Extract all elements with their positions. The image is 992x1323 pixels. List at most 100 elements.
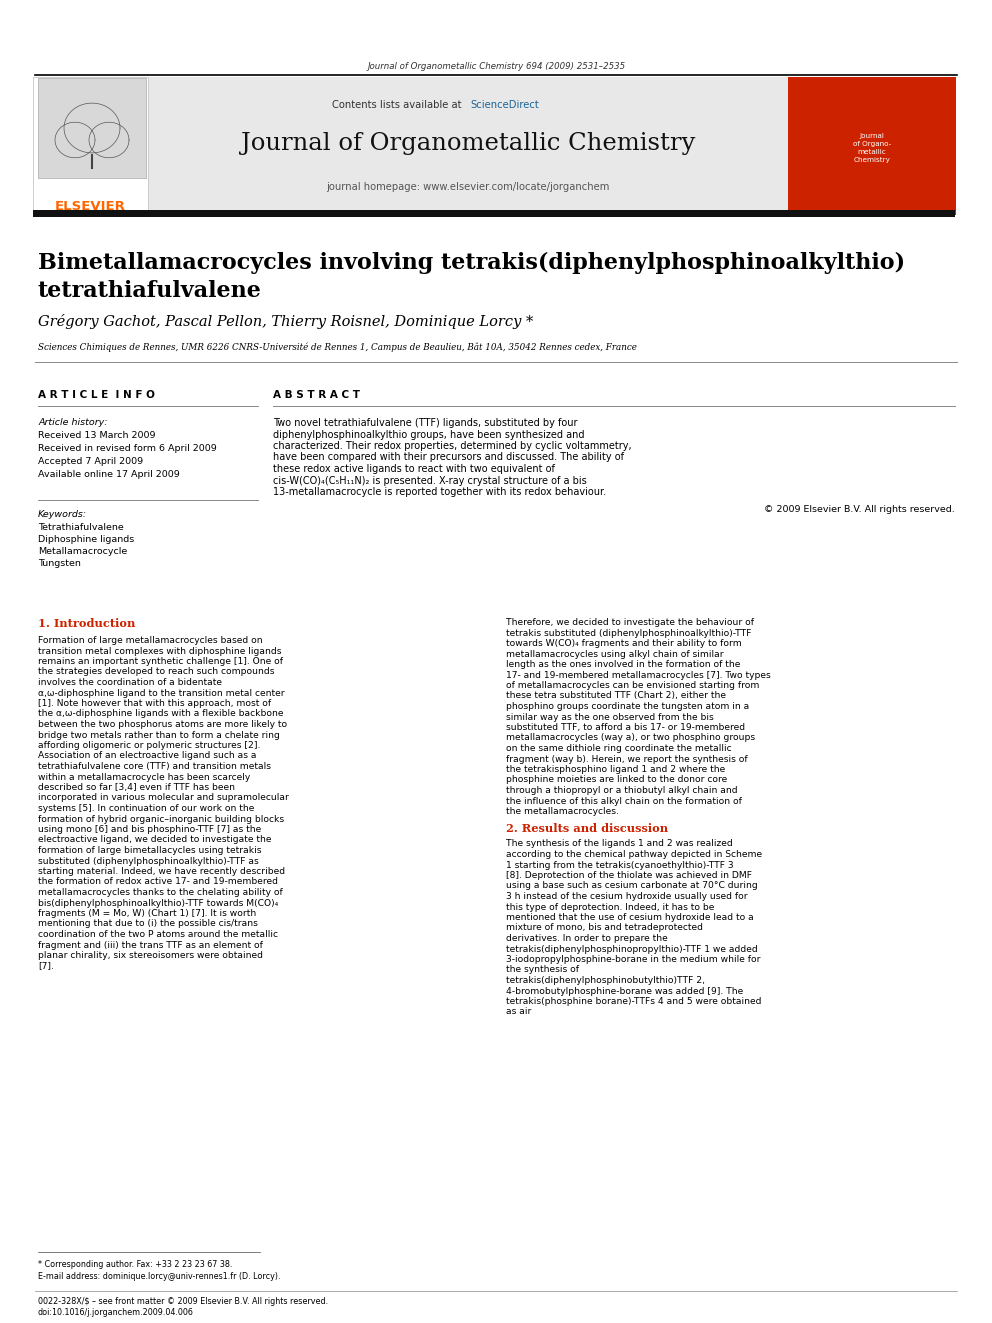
Text: fragments (M = Mo, W) (Chart 1) [7]. It is worth: fragments (M = Mo, W) (Chart 1) [7]. It … (38, 909, 256, 918)
Text: tetrakis(diphenylphosphinobutylthio)TTF 2,: tetrakis(diphenylphosphinobutylthio)TTF … (506, 976, 705, 986)
Text: 0022-328X/$ – see front matter © 2009 Elsevier B.V. All rights reserved.: 0022-328X/$ – see front matter © 2009 El… (38, 1297, 328, 1306)
Text: using a base such as cesium carbonate at 70°C during: using a base such as cesium carbonate at… (506, 881, 758, 890)
Text: planar chirality, six stereoisomers were obtained: planar chirality, six stereoisomers were… (38, 951, 263, 960)
Text: tetrakis(phosphine borane)-TTFs 4 and 5 were obtained: tetrakis(phosphine borane)-TTFs 4 and 5 … (506, 998, 762, 1005)
Text: ELSEVIER: ELSEVIER (55, 200, 125, 213)
Text: this type of deprotection. Indeed, it has to be: this type of deprotection. Indeed, it ha… (506, 902, 714, 912)
Text: according to the chemical pathway depicted in Scheme: according to the chemical pathway depict… (506, 849, 762, 859)
Text: 3-iodopropylphosphine-borane in the medium while for: 3-iodopropylphosphine-borane in the medi… (506, 955, 761, 964)
Text: substituted TTF, to afford a bis 17- or 19-membered: substituted TTF, to afford a bis 17- or … (506, 722, 745, 732)
Text: doi:10.1016/j.jorganchem.2009.04.006: doi:10.1016/j.jorganchem.2009.04.006 (38, 1308, 193, 1316)
Text: Article history:: Article history: (38, 418, 107, 427)
Text: journal homepage: www.elsevier.com/locate/jorganchem: journal homepage: www.elsevier.com/locat… (326, 183, 610, 192)
Text: phosphino groups coordinate the tungsten atom in a: phosphino groups coordinate the tungsten… (506, 703, 749, 710)
Text: Journal
of Organo-
metallic
Chemistry: Journal of Organo- metallic Chemistry (853, 134, 891, 163)
Text: the tetrakisphosphino ligand 1 and 2 where the: the tetrakisphosphino ligand 1 and 2 whe… (506, 765, 725, 774)
Text: Bimetallamacrocycles involving tetrakis(diphenylphosphinoalkylthio): Bimetallamacrocycles involving tetrakis(… (38, 251, 905, 274)
Text: metallamacrocycles thanks to the chelating ability of: metallamacrocycles thanks to the chelati… (38, 888, 283, 897)
Text: electroactive ligand, we decided to investigate the: electroactive ligand, we decided to inve… (38, 836, 272, 844)
Text: similar way as the one observed from the bis: similar way as the one observed from the… (506, 713, 714, 721)
Text: mentioned that the use of cesium hydroxide lead to a: mentioned that the use of cesium hydroxi… (506, 913, 754, 922)
Text: starting material. Indeed, we have recently described: starting material. Indeed, we have recen… (38, 867, 285, 876)
Bar (148, 77, 788, 216)
Text: the strategies developed to reach such compounds: the strategies developed to reach such c… (38, 668, 275, 676)
Text: Tetrathiafulvalene: Tetrathiafulvalene (38, 523, 124, 532)
Text: 1 starting from the tetrakis(cyanoethylthio)-TTF 3: 1 starting from the tetrakis(cyanoethylt… (506, 860, 734, 869)
Text: systems [5]. In continuation of our work on the: systems [5]. In continuation of our work… (38, 804, 254, 814)
Text: characterized. Their redox properties, determined by cyclic voltammetry,: characterized. Their redox properties, d… (273, 441, 632, 451)
Text: affording oligomeric or polymeric structures [2].: affording oligomeric or polymeric struct… (38, 741, 260, 750)
Text: fragment and (iii) the trans TTF as an element of: fragment and (iii) the trans TTF as an e… (38, 941, 263, 950)
Text: Formation of large metallamacrocycles based on: Formation of large metallamacrocycles ba… (38, 636, 263, 646)
Text: The synthesis of the ligands 1 and 2 was realized: The synthesis of the ligands 1 and 2 was… (506, 840, 733, 848)
Text: derivatives. In order to prepare the: derivatives. In order to prepare the (506, 934, 668, 943)
Text: tetrakis substituted (diphenylphosphinoalkylthio)-TTF: tetrakis substituted (diphenylphosphinoa… (506, 628, 752, 638)
Text: Received in revised form 6 April 2009: Received in revised form 6 April 2009 (38, 445, 216, 452)
Text: mixture of mono, bis and tetradeprotected: mixture of mono, bis and tetradeprotecte… (506, 923, 703, 933)
Text: remains an important synthetic challenge [1]. One of: remains an important synthetic challenge… (38, 658, 283, 665)
Text: E-mail address: dominique.lorcy@univ-rennes1.fr (D. Lorcy).: E-mail address: dominique.lorcy@univ-ren… (38, 1271, 281, 1281)
Text: the metallamacrocycles.: the metallamacrocycles. (506, 807, 619, 816)
Text: 3 h instead of the cesium hydroxide usually used for: 3 h instead of the cesium hydroxide usua… (506, 892, 748, 901)
Text: Journal of Organometallic Chemistry 694 (2009) 2531–2535: Journal of Organometallic Chemistry 694 … (367, 62, 625, 71)
Text: * Corresponding author. Fax: +33 2 23 23 67 38.: * Corresponding author. Fax: +33 2 23 23… (38, 1259, 232, 1269)
Text: formation of large bimetallacycles using tetrakis: formation of large bimetallacycles using… (38, 845, 262, 855)
Text: [8]. Deprotection of the thiolate was achieved in DMF: [8]. Deprotection of the thiolate was ac… (506, 871, 752, 880)
Text: Sciences Chimiques de Rennes, UMR 6226 CNRS-Université de Rennes 1, Campus de Be: Sciences Chimiques de Rennes, UMR 6226 C… (38, 343, 637, 352)
Text: 17- and 19-membered metallamacrocycles [7]. Two types: 17- and 19-membered metallamacrocycles [… (506, 671, 771, 680)
Text: Therefore, we decided to investigate the behaviour of: Therefore, we decided to investigate the… (506, 618, 754, 627)
Text: formation of hybrid organic–inorganic building blocks: formation of hybrid organic–inorganic bu… (38, 815, 284, 823)
Text: cis-W(CO)₄(C₅H₁₁N)₂ is presented. X-ray crystal structure of a bis: cis-W(CO)₄(C₅H₁₁N)₂ is presented. X-ray … (273, 475, 586, 486)
Bar (33, 77, 148, 216)
Text: the α,ω-diphosphine ligands with a flexible backbone: the α,ω-diphosphine ligands with a flexi… (38, 709, 284, 718)
Text: coordination of the two P atoms around the metallic: coordination of the two P atoms around t… (38, 930, 278, 939)
Text: Metallamacrocycle: Metallamacrocycle (38, 546, 127, 556)
Text: [1]. Note however that with this approach, most of: [1]. Note however that with this approac… (38, 699, 271, 708)
Text: Contents lists available at: Contents lists available at (332, 101, 468, 110)
Text: towards W(CO)₄ fragments and their ability to form: towards W(CO)₄ fragments and their abili… (506, 639, 742, 648)
Text: have been compared with their precursors and discussed. The ability of: have been compared with their precursors… (273, 452, 624, 463)
Text: metallamacrocycles using alkyl chain of similar: metallamacrocycles using alkyl chain of … (506, 650, 723, 659)
Bar (33, 210, 955, 217)
Text: on the same dithiole ring coordinate the metallic: on the same dithiole ring coordinate the… (506, 744, 732, 753)
Text: phosphine moieties are linked to the donor core: phosphine moieties are linked to the don… (506, 775, 727, 785)
Text: length as the ones involved in the formation of the: length as the ones involved in the forma… (506, 660, 740, 669)
Text: the synthesis of: the synthesis of (506, 966, 579, 975)
Text: of metallamacrocycles can be envisioned starting from: of metallamacrocycles can be envisioned … (506, 681, 759, 691)
Text: A B S T R A C T: A B S T R A C T (273, 390, 360, 400)
Text: Keywords:: Keywords: (38, 509, 87, 519)
Bar (38, 78, 146, 179)
Text: tetrathiafulvalene core (TTF) and transition metals: tetrathiafulvalene core (TTF) and transi… (38, 762, 271, 771)
Text: tetrakis(diphenylphosphinopropylthio)-TTF 1 we added: tetrakis(diphenylphosphinopropylthio)-TT… (506, 945, 758, 954)
Text: Accepted 7 April 2009: Accepted 7 April 2009 (38, 456, 143, 466)
Text: transition metal complexes with diphosphine ligands: transition metal complexes with diphosph… (38, 647, 282, 655)
Text: [7].: [7]. (38, 962, 54, 971)
Text: bridge two metals rather than to form a chelate ring: bridge two metals rather than to form a … (38, 730, 280, 740)
Text: mentioning that due to (i) the possible cis/trans: mentioning that due to (i) the possible … (38, 919, 258, 929)
Text: Two novel tetrathiafulvalene (TTF) ligands, substituted by four: Two novel tetrathiafulvalene (TTF) ligan… (273, 418, 577, 429)
Text: α,ω-diphosphine ligand to the transition metal center: α,ω-diphosphine ligand to the transition… (38, 688, 285, 697)
Text: tetrathiafulvalene: tetrathiafulvalene (38, 280, 262, 302)
Bar (788, 77, 956, 216)
Text: © 2009 Elsevier B.V. All rights reserved.: © 2009 Elsevier B.V. All rights reserved… (764, 504, 955, 513)
Text: as air: as air (506, 1008, 532, 1016)
Text: described so far [3,4] even if TTF has been: described so far [3,4] even if TTF has b… (38, 783, 235, 792)
Text: Grégory Gachot, Pascal Pellon, Thierry Roisnel, Dominique Lorcy *: Grégory Gachot, Pascal Pellon, Thierry R… (38, 314, 534, 329)
Text: 4-bromobutylphosphine-borane was added [9]. The: 4-bromobutylphosphine-borane was added [… (506, 987, 743, 995)
Text: Journal of Organometallic Chemistry: Journal of Organometallic Chemistry (241, 132, 695, 155)
Text: 2. Results and discussion: 2. Results and discussion (506, 823, 669, 835)
Text: Tungsten: Tungsten (38, 560, 81, 568)
Text: Available online 17 April 2009: Available online 17 April 2009 (38, 470, 180, 479)
Text: Received 13 March 2009: Received 13 March 2009 (38, 431, 156, 441)
Text: using mono [6] and bis phosphino-TTF [7] as the: using mono [6] and bis phosphino-TTF [7]… (38, 826, 261, 833)
Text: involves the coordination of a bidentate: involves the coordination of a bidentate (38, 677, 222, 687)
Text: bis(diphenylphosphinoalkylthio)-TTF towards M(CO)₄: bis(diphenylphosphinoalkylthio)-TTF towa… (38, 898, 278, 908)
Text: the formation of redox active 17- and 19-membered: the formation of redox active 17- and 19… (38, 877, 278, 886)
Text: substituted (diphenylphosphinoalkylthio)-TTF as: substituted (diphenylphosphinoalkylthio)… (38, 856, 259, 865)
Text: these redox active ligands to react with two equivalent of: these redox active ligands to react with… (273, 464, 555, 474)
Text: Association of an electroactive ligand such as a: Association of an electroactive ligand s… (38, 751, 257, 761)
Text: incorporated in various molecular and supramolecular: incorporated in various molecular and su… (38, 794, 289, 803)
Text: A R T I C L E  I N F O: A R T I C L E I N F O (38, 390, 155, 400)
Text: ScienceDirect: ScienceDirect (470, 101, 539, 110)
Text: between the two phosphorus atoms are more likely to: between the two phosphorus atoms are mor… (38, 720, 287, 729)
